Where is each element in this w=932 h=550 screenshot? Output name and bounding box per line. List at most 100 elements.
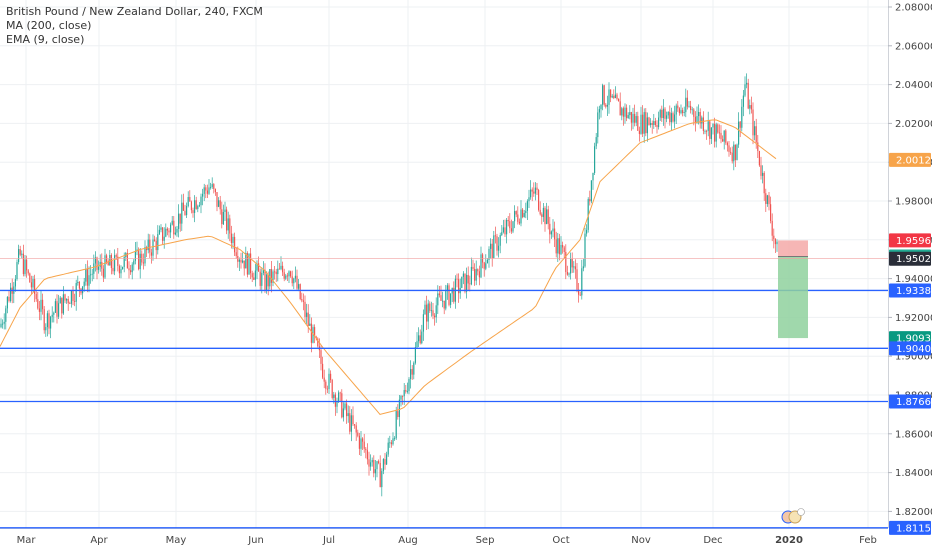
candle-body: [19, 249, 21, 255]
candle-body: [744, 84, 746, 96]
candle-body: [211, 184, 213, 187]
candle-body: [266, 274, 268, 291]
candle-body: [299, 284, 301, 300]
candle-body: [302, 300, 304, 302]
candle-body: [757, 142, 759, 151]
candle-body: [662, 108, 664, 119]
candle-body: [107, 262, 109, 266]
candle-body: [358, 435, 360, 449]
candle-body: [323, 377, 325, 382]
candle-body: [461, 276, 463, 288]
candle-body: [205, 187, 207, 191]
candle-body: [229, 218, 231, 234]
price-tag-bg: [889, 283, 931, 298]
candle-body: [210, 186, 212, 188]
candle-body: [621, 108, 623, 116]
candle-body: [613, 95, 615, 99]
candle-body: [322, 363, 324, 378]
candle-body: [414, 347, 416, 363]
candle-body: [592, 172, 594, 181]
candle-body: [467, 274, 469, 284]
candle-body: [390, 442, 392, 445]
candle-body: [533, 191, 535, 194]
candle-body: [296, 275, 298, 289]
candle-body: [344, 403, 346, 409]
candle-body: [112, 267, 114, 272]
candle-body: [405, 390, 407, 392]
candle-body: [254, 270, 256, 280]
candle-body: [622, 108, 624, 117]
candle-body: [581, 268, 583, 296]
candle-body: [670, 113, 672, 123]
candle-body: [403, 390, 405, 397]
candle-body: [261, 272, 263, 286]
candle-body: [134, 251, 136, 261]
candle-body: [578, 289, 580, 295]
candle-body: [738, 121, 740, 145]
candle-body: [298, 284, 300, 289]
candle-body: [109, 255, 111, 266]
candle-body: [10, 287, 12, 301]
candle-body: [149, 239, 151, 253]
candle-body: [426, 304, 428, 322]
candle-body: [274, 271, 276, 273]
candle-body: [334, 394, 336, 407]
candle-body: [626, 107, 628, 119]
candle-body: [368, 459, 370, 467]
candle-body: [277, 268, 279, 275]
candle-body: [518, 221, 520, 224]
candle-body: [763, 172, 765, 194]
candle-body: [550, 231, 552, 235]
candle-body: [683, 112, 685, 114]
candle-body: [610, 89, 612, 98]
candle-body: [325, 381, 327, 389]
candle-body: [741, 106, 743, 128]
candle-body: [466, 274, 468, 292]
x-tick-label: Dec: [703, 535, 722, 546]
candle-body: [362, 438, 364, 442]
candle-body: [570, 258, 572, 274]
candle-body: [562, 245, 564, 248]
candle-body: [341, 393, 343, 418]
candle-body: [506, 219, 508, 235]
candle-body: [141, 253, 143, 263]
candle-body: [526, 201, 528, 211]
candle-body: [462, 273, 464, 277]
legend-ema: EMA (9, close): [6, 33, 85, 46]
candle-body: [546, 209, 548, 225]
candle-body: [589, 199, 591, 202]
candle-body: [158, 229, 160, 235]
candle-body: [733, 144, 735, 162]
candle-body: [558, 238, 560, 255]
candle-body: [554, 228, 556, 240]
candle-body: [290, 271, 292, 277]
candle-body: [8, 296, 10, 301]
candle-body: [227, 218, 229, 231]
y-tick-label: 2.02000: [895, 119, 932, 130]
candle-body: [698, 111, 700, 117]
candle-body: [664, 108, 666, 119]
candle-body: [624, 107, 626, 117]
candle-body: [429, 303, 431, 311]
candle-body: [685, 97, 687, 113]
candle-body: [163, 236, 165, 241]
candle-body: [171, 220, 173, 225]
candle-body: [29, 273, 31, 283]
candle-body: [747, 82, 749, 109]
candle-body: [658, 117, 660, 128]
candle-body: [443, 300, 445, 309]
candle-body: [691, 109, 693, 111]
candle-body: [450, 293, 452, 305]
candle-body: [555, 239, 557, 254]
candle-body: [571, 258, 573, 268]
candle-body: [728, 145, 730, 152]
candle-body: [726, 142, 728, 146]
candle-body: [83, 281, 85, 287]
candle-body: [419, 335, 421, 344]
candle-body: [574, 266, 576, 270]
candle-body: [704, 130, 706, 132]
candle-body: [690, 105, 692, 110]
candle-body: [669, 111, 671, 123]
candle-body: [734, 144, 736, 160]
